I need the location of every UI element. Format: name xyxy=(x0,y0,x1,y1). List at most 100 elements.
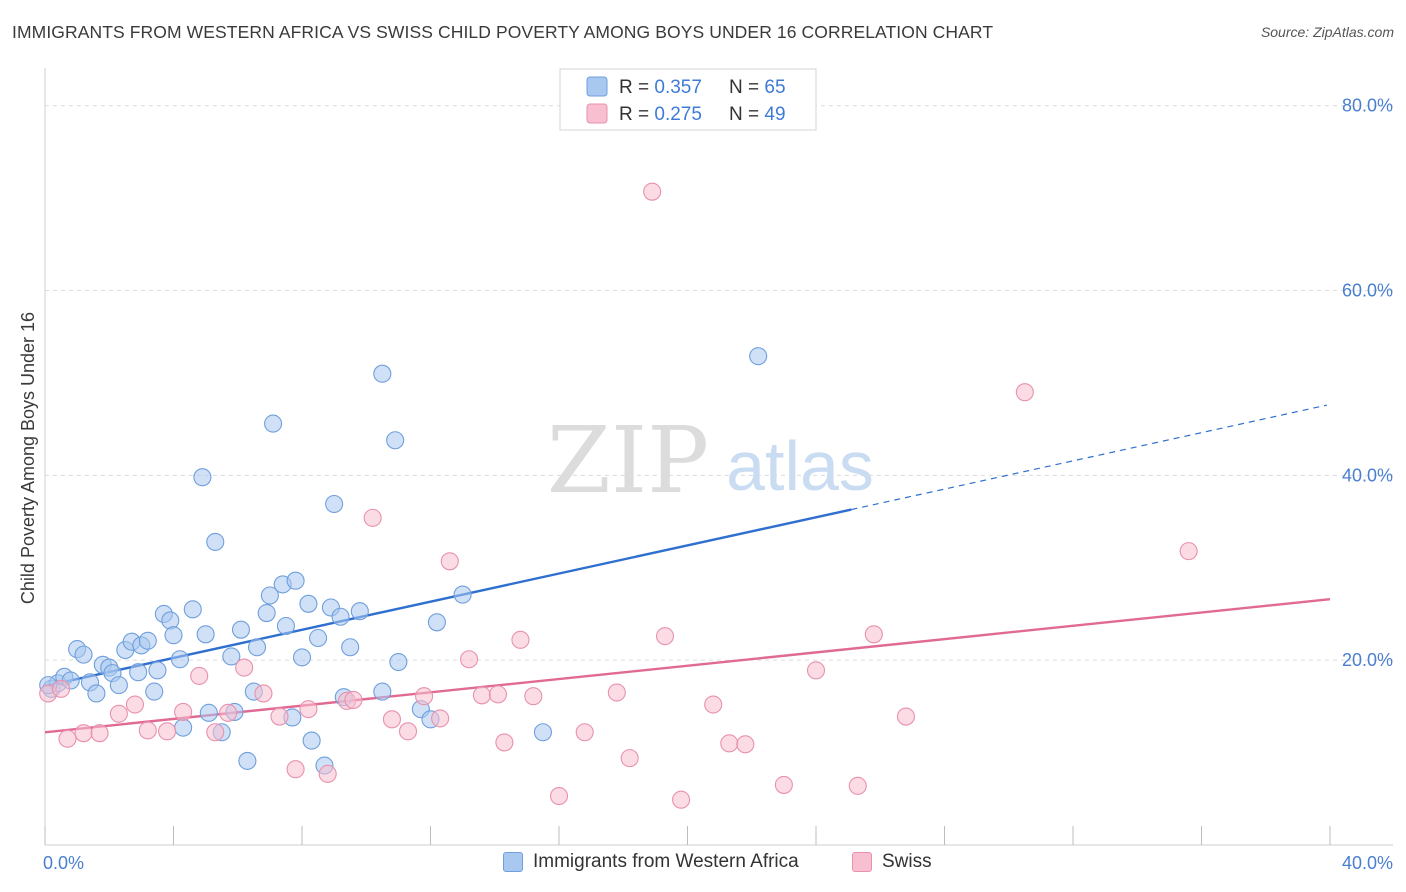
point-swiss xyxy=(806,661,826,680)
point-western-africa xyxy=(331,607,350,626)
y-tick-label: 40.0% xyxy=(1342,465,1393,485)
trendline-western-africa-extension xyxy=(851,404,1327,511)
point-swiss xyxy=(575,723,594,742)
point-swiss xyxy=(90,724,109,743)
x-tick-label: 40.0% xyxy=(1342,853,1393,873)
point-swiss xyxy=(495,733,514,752)
point-western-africa xyxy=(164,626,183,645)
y-tick-label: 60.0% xyxy=(1342,281,1393,301)
point-swiss xyxy=(440,552,459,571)
point-western-africa xyxy=(199,703,218,722)
point-western-africa xyxy=(145,682,164,701)
legend-n-label-2: N = xyxy=(729,104,764,125)
point-swiss xyxy=(318,764,337,783)
point-swiss xyxy=(720,734,739,753)
chart-title: IMMIGRANTS FROM WESTERN AFRICA VS SWISS … xyxy=(12,22,994,42)
point-western-africa xyxy=(87,684,106,703)
point-western-africa xyxy=(373,364,392,383)
legend-swatch xyxy=(503,852,523,872)
point-swiss xyxy=(620,749,639,768)
legend-item-western-africa: Immigrants from Western Africa xyxy=(503,851,799,873)
point-western-africa xyxy=(325,494,344,514)
point-swiss xyxy=(549,786,569,806)
point-western-africa xyxy=(341,638,360,657)
point-western-africa xyxy=(350,602,369,621)
trendline-western-africa xyxy=(44,508,852,688)
watermark-atlas: atlas xyxy=(726,427,874,505)
point-swiss xyxy=(382,710,402,729)
legend-r-value-2: 0.275 xyxy=(654,104,702,125)
point-swiss xyxy=(704,695,723,714)
legend-swatch-western-africa xyxy=(586,76,608,97)
legend-swatch xyxy=(852,852,872,872)
point-western-africa xyxy=(222,647,241,666)
point-western-africa xyxy=(533,723,552,742)
legend-r-value-1: 0.357 xyxy=(654,77,702,98)
point-swiss xyxy=(655,627,675,646)
point-swiss xyxy=(472,686,491,705)
point-swiss xyxy=(219,703,238,722)
legend-r-label-1: R = xyxy=(619,77,654,98)
legend-n-value-2: 49 xyxy=(764,104,785,125)
point-swiss xyxy=(138,721,157,740)
point-swiss xyxy=(736,735,755,754)
point-swiss xyxy=(672,790,691,809)
point-swiss xyxy=(190,666,209,685)
point-swiss xyxy=(363,508,382,527)
legend-label: Swiss xyxy=(882,851,932,872)
point-swiss xyxy=(1015,383,1034,402)
point-western-africa xyxy=(161,611,180,630)
point-swiss xyxy=(270,707,289,726)
tick-labels: 20.0% 40.0% 60.0% 80.0% 0.0% 40.0% xyxy=(43,96,1393,873)
point-swiss xyxy=(774,775,793,794)
source-label: Source: ZipAtlas.com xyxy=(1260,24,1394,40)
point-swiss xyxy=(254,684,273,703)
point-swiss xyxy=(52,679,71,698)
point-swiss xyxy=(286,760,305,779)
point-western-africa xyxy=(247,638,267,657)
point-western-africa xyxy=(427,613,446,632)
y-axis-label: Child Poverty Among Boys Under 16 xyxy=(18,312,38,604)
point-western-africa xyxy=(292,648,312,667)
point-western-africa xyxy=(238,751,257,770)
point-western-africa xyxy=(174,718,193,737)
point-western-africa xyxy=(749,347,768,366)
point-western-africa xyxy=(299,594,318,613)
point-swiss xyxy=(125,695,144,714)
point-western-africa xyxy=(231,620,251,639)
legend-label: Immigrants from Western Africa xyxy=(533,851,799,872)
point-western-africa xyxy=(276,616,295,636)
point-swiss xyxy=(58,729,77,748)
point-western-africa xyxy=(309,628,328,648)
point-swiss xyxy=(431,709,450,728)
point-swiss xyxy=(864,625,883,644)
point-western-africa xyxy=(183,600,202,619)
watermark: ZIP atlas xyxy=(547,407,874,514)
point-swiss xyxy=(344,690,363,709)
point-swiss xyxy=(524,687,543,706)
point-swiss xyxy=(896,707,916,726)
point-swiss xyxy=(235,658,254,677)
y-tick-label: 20.0% xyxy=(1342,650,1393,670)
point-western-africa xyxy=(170,650,189,669)
point-swiss xyxy=(158,722,177,741)
legend-top: R = 0.357 N = 65 R = 0.275 N = 49 xyxy=(559,68,817,131)
point-western-africa xyxy=(286,571,305,590)
point-western-africa xyxy=(193,468,212,487)
point-western-africa xyxy=(148,661,167,680)
point-swiss xyxy=(1179,542,1198,561)
point-western-africa xyxy=(74,645,93,664)
grid-lines xyxy=(45,105,1393,661)
point-western-africa xyxy=(138,631,157,650)
point-western-africa xyxy=(264,414,283,433)
point-western-africa xyxy=(206,532,225,551)
point-swiss xyxy=(511,630,530,649)
point-swiss xyxy=(459,650,479,669)
point-swiss xyxy=(488,685,508,704)
watermark-zip: ZIP xyxy=(547,407,709,514)
legend-n-value-1: 65 xyxy=(764,77,785,98)
point-western-africa xyxy=(389,652,408,672)
point-swiss xyxy=(415,687,434,706)
legend-row-1: R = 0.357 N = 65 xyxy=(619,77,786,98)
